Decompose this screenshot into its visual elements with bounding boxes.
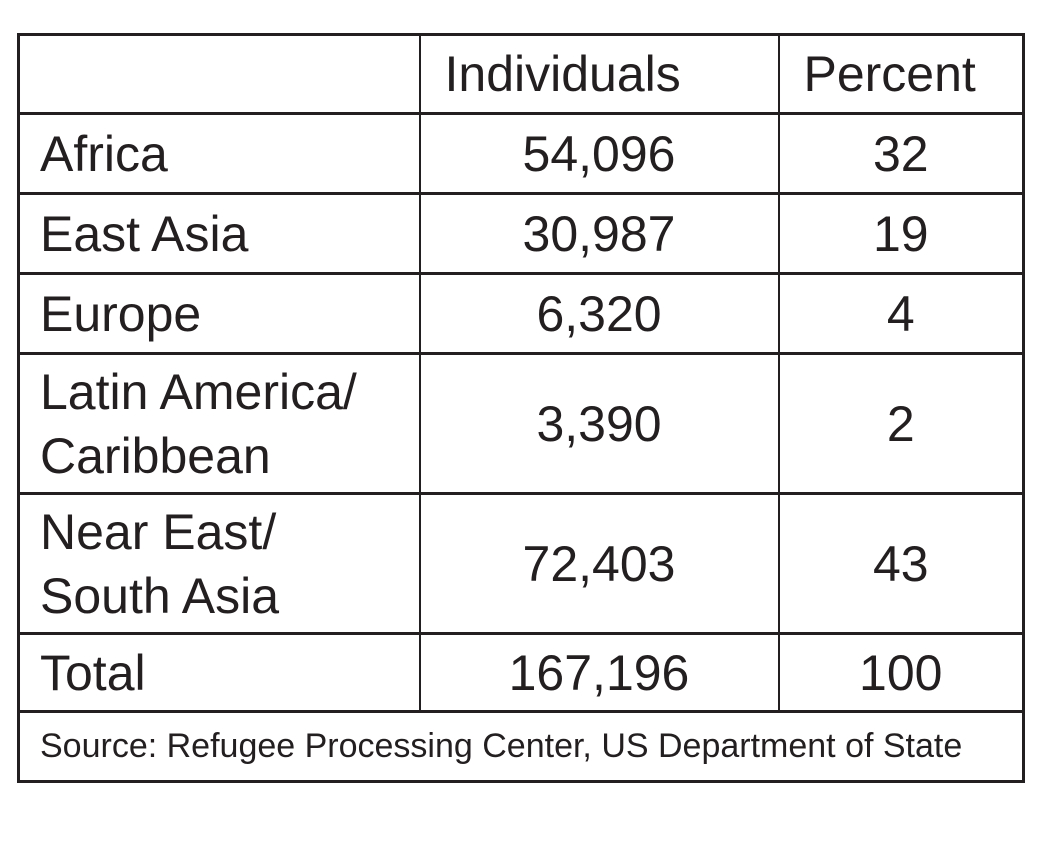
region-cell: Latin America/ Caribbean: [17, 352, 421, 495]
refugee-admissions-table: Individuals Percent Africa 54,096 32 Eas…: [17, 33, 1025, 783]
percent-cell: 32: [777, 112, 1025, 195]
individuals-cell: 3,390: [418, 352, 780, 495]
individuals-cell: 54,096: [418, 112, 780, 195]
header-cell-region: [17, 33, 421, 115]
individuals-cell: 6,320: [418, 272, 780, 355]
percent-cell: 4: [777, 272, 1025, 355]
row-latin-america-caribbean: Latin America/ Caribbean 3,390 2: [17, 352, 1025, 495]
percent-cell: 2: [777, 352, 1025, 495]
source-row: Source: Refugee Processing Center, US De…: [17, 710, 1025, 783]
region-cell: East Asia: [17, 192, 421, 275]
region-cell: Africa: [17, 112, 421, 195]
row-africa: Africa 54,096 32: [17, 112, 1025, 195]
region-cell: Europe: [17, 272, 421, 355]
row-east-asia: East Asia 30,987 19: [17, 192, 1025, 275]
total-row: Total 167,196 100: [17, 632, 1025, 713]
row-near-east-south-asia: Near East/ South Asia 72,403 43: [17, 492, 1025, 635]
header-cell-individuals: Individuals: [418, 33, 780, 115]
row-europe: Europe 6,320 4: [17, 272, 1025, 355]
total-individuals-cell: 167,196: [418, 632, 780, 713]
percent-cell: 19: [777, 192, 1025, 275]
region-cell: Near East/ South Asia: [17, 492, 421, 635]
header-row: Individuals Percent: [17, 33, 1025, 115]
total-label-cell: Total: [17, 632, 421, 713]
source-text: Source: Refugee Processing Center, US De…: [17, 710, 1025, 783]
individuals-cell: 72,403: [418, 492, 780, 635]
header-cell-percent: Percent: [777, 33, 1025, 115]
individuals-cell: 30,987: [418, 192, 780, 275]
total-percent-cell: 100: [777, 632, 1025, 713]
percent-cell: 43: [777, 492, 1025, 635]
